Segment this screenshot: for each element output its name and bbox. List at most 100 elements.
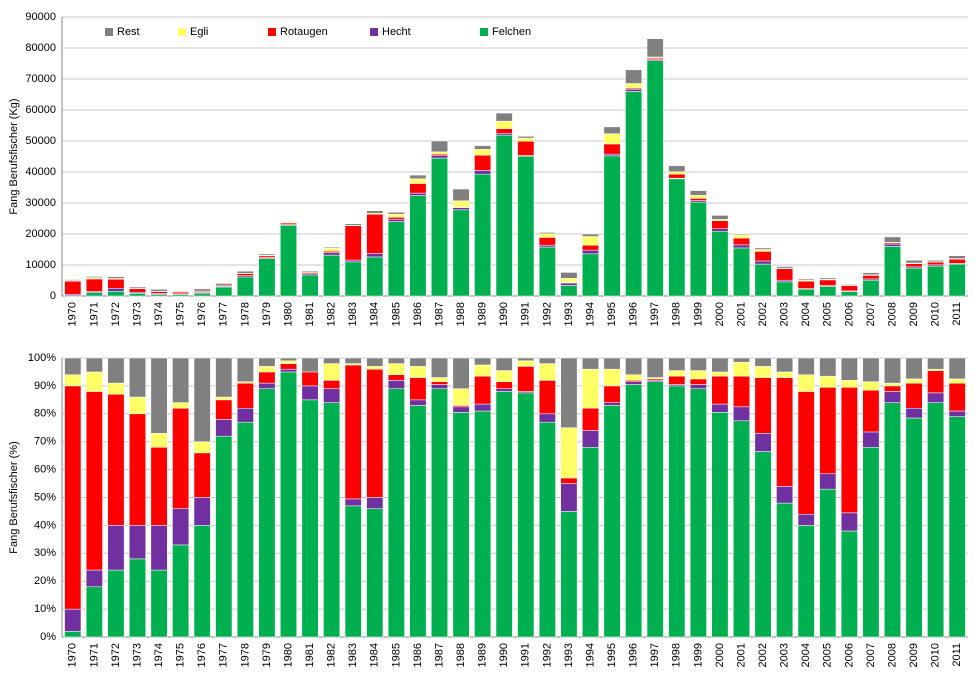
- x-tick-label: 1972: [110, 302, 122, 326]
- bar-segment: [689, 388, 707, 638]
- legend-label: Felchen: [492, 26, 531, 38]
- bar-segment: [582, 233, 599, 237]
- bar-segment: [193, 357, 211, 442]
- bar-segment: [150, 289, 168, 292]
- bar-segment: [538, 413, 556, 423]
- x-tick-label: 1986: [412, 643, 424, 667]
- bar-segment: [107, 382, 125, 395]
- x-tick-label: 1992: [541, 643, 553, 667]
- bar-segment: [819, 488, 837, 638]
- bar-segment: [582, 249, 599, 255]
- x-tick-label: 1985: [390, 302, 402, 326]
- bar-segment: [409, 366, 427, 378]
- bar-segment: [150, 569, 168, 638]
- bar-segment: [323, 363, 341, 381]
- bar-segment: [840, 512, 858, 532]
- bar-segment: [560, 427, 578, 479]
- bar-segment: [129, 525, 146, 560]
- bar-segment: [452, 406, 470, 413]
- bar-segment: [107, 569, 125, 638]
- x-tick-label: 1974: [153, 302, 165, 326]
- x-tick-label: 1998: [671, 302, 683, 326]
- bar-segment: [733, 357, 750, 363]
- bar-segment: [323, 380, 341, 389]
- bar-segment: [129, 396, 146, 415]
- bar-segment: [280, 360, 297, 364]
- bar-segment: [236, 276, 254, 297]
- bar-segment: [905, 263, 923, 268]
- x-tick-label: 2005: [822, 643, 834, 667]
- bar-segment: [603, 126, 621, 134]
- bar-segment: [85, 586, 103, 638]
- bar-segment: [776, 279, 794, 283]
- bar-segment: [711, 412, 729, 638]
- bar-segment: [85, 278, 103, 292]
- x-tick-label: 1982: [326, 302, 338, 326]
- bar-segment: [884, 357, 901, 384]
- bar-segment: [150, 447, 168, 526]
- bar-segment: [733, 375, 750, 408]
- x-tick-label: 2000: [714, 643, 726, 667]
- bar-segment: [668, 178, 686, 297]
- bar-segment: [107, 394, 125, 526]
- bar-segment: [668, 171, 686, 175]
- bar-segment: [431, 155, 448, 159]
- x-tick-label: 1998: [671, 643, 683, 667]
- x-tick-label: 1987: [433, 643, 445, 667]
- bar-segment: [754, 263, 772, 297]
- bar-segment: [797, 278, 815, 281]
- bar-segment: [797, 391, 815, 515]
- legend-swatch: [480, 28, 488, 36]
- bar-segment: [840, 284, 858, 286]
- bar-segment: [538, 246, 556, 297]
- bar-segment: [776, 357, 794, 373]
- x-tick-label: 1978: [239, 302, 251, 326]
- bar-segment: [107, 276, 125, 279]
- bar-segment: [495, 370, 513, 382]
- bar-segment: [517, 137, 535, 142]
- bar-segment: [215, 435, 233, 638]
- bar-segment: [776, 281, 794, 297]
- bar-segment: [948, 382, 966, 412]
- bar-segment: [668, 375, 686, 385]
- bar-segment: [840, 357, 858, 381]
- bar-segment: [948, 357, 966, 380]
- bar-segment: [711, 230, 729, 297]
- y-tick-label: 80000: [25, 42, 56, 54]
- y-tick-label: 60%: [34, 464, 56, 476]
- bar-segment: [495, 134, 513, 297]
- bar-segment: [431, 377, 448, 382]
- bar-segment: [474, 170, 492, 175]
- bar-segment: [517, 392, 535, 638]
- bar-segment: [884, 243, 901, 247]
- bar-segment: [323, 248, 341, 252]
- bar-segment: [409, 178, 427, 184]
- x-tick-label: 1990: [498, 302, 510, 326]
- bar-segment: [409, 183, 427, 194]
- bar-segment: [538, 363, 556, 381]
- x-tick-label: 1973: [131, 302, 143, 326]
- bar-segment: [797, 374, 815, 392]
- x-tick-label: 1995: [606, 302, 618, 326]
- bar-segment: [948, 410, 966, 417]
- x-tick-label: 1983: [347, 643, 359, 667]
- bar-segment: [689, 198, 707, 201]
- bar-segment: [819, 279, 837, 286]
- bar-segment: [107, 279, 125, 289]
- bar-segment: [129, 288, 146, 293]
- bar-segment: [193, 525, 211, 638]
- bar-segment: [733, 244, 750, 249]
- x-tick-label: 1975: [175, 302, 187, 326]
- legend-label: Rotaugen: [280, 26, 328, 38]
- bar-segment: [387, 374, 405, 381]
- x-tick-label: 1994: [584, 302, 596, 326]
- y-tick-label: 90%: [34, 380, 56, 392]
- bar-segment: [840, 380, 858, 388]
- bar-segment: [646, 357, 664, 378]
- bar-segment: [366, 253, 384, 258]
- bar-segment: [862, 381, 880, 391]
- bar-segment: [927, 261, 945, 266]
- bar-segment: [129, 293, 146, 297]
- bar-segment: [452, 388, 470, 406]
- bar-segment: [64, 279, 82, 281]
